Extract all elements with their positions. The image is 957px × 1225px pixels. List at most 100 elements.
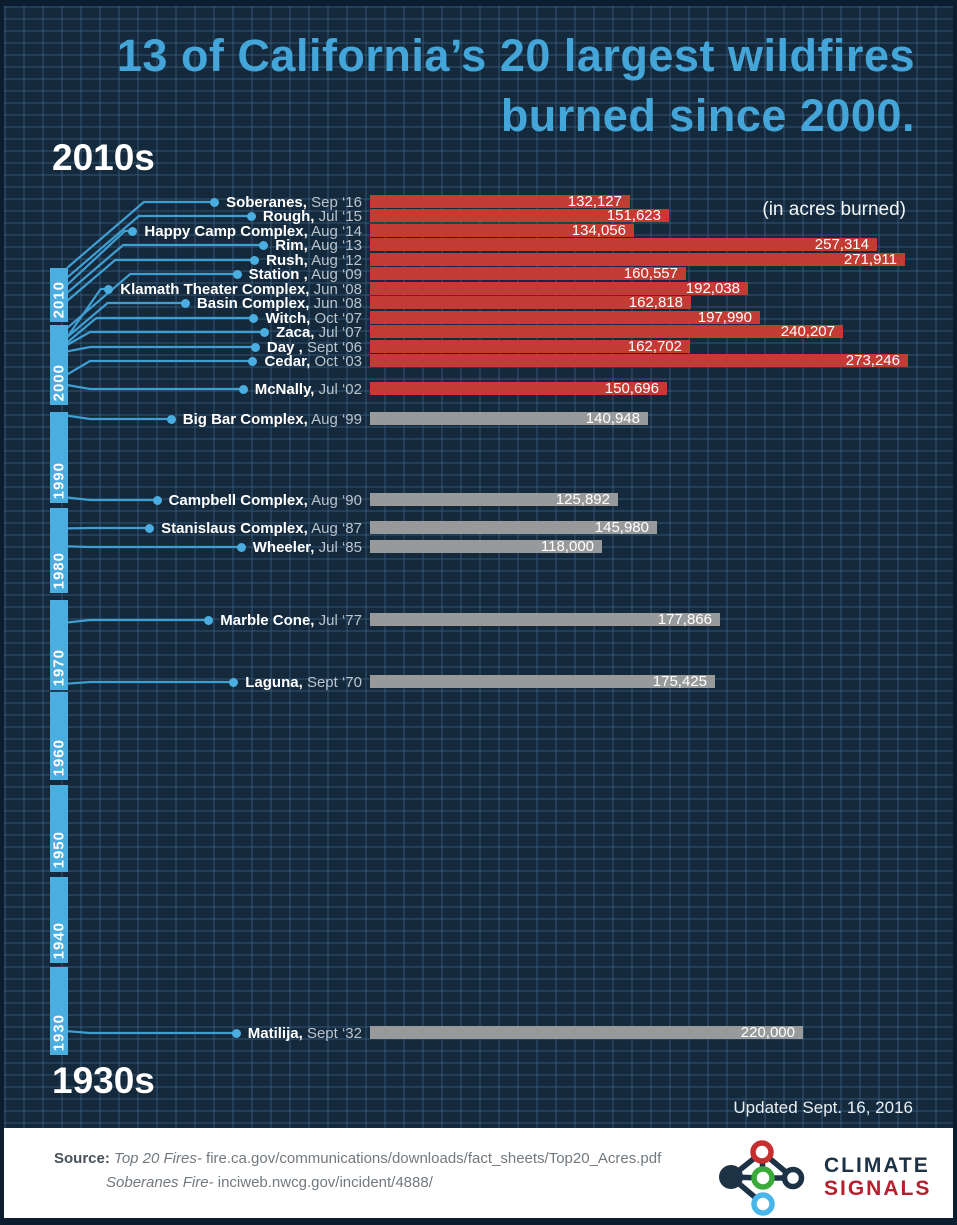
fire-label: Stanislaus Complex, Aug ‘87 <box>145 517 362 539</box>
source-url-2: inciweb.nwcg.gov/incident/4888/ <box>217 1174 433 1191</box>
fire-label: Campbell Complex, Aug ‘90 <box>152 489 362 511</box>
timeline-decade-1930: 1930 <box>50 967 68 1055</box>
fire-label: Rough, Jul ‘15 <box>246 205 362 227</box>
fire-acres-value: 240,207 <box>780 323 835 340</box>
fire-bar-older: 175,425 <box>370 674 715 689</box>
footer: Source: Top 20 Fires- fire.ca.gov/commun… <box>4 1128 953 1218</box>
fire-name: Wheeler, <box>252 538 315 556</box>
fire-bar-recent: 197,990 <box>370 309 760 326</box>
timeline-dot-icon <box>260 327 270 337</box>
fire-date: Sept ‘06 <box>302 338 362 356</box>
fire-name: Laguna, <box>245 673 303 691</box>
source-doc-2: Soberanes Fire- <box>106 1174 214 1191</box>
fire-acres-value: 134,056 <box>571 222 626 239</box>
wordmark-climate: CLIMATE <box>824 1154 930 1177</box>
timeline-decade-1970: 1970 <box>50 600 68 690</box>
fire-name: Rush, <box>266 251 308 269</box>
fire-label: Laguna, Sept ‘70 <box>229 671 362 693</box>
fire-date: Jun ‘08 <box>309 280 362 298</box>
timeline-dot-icon <box>104 284 114 294</box>
timeline-dot-icon <box>246 211 256 221</box>
fire-date: Sep ‘16 <box>306 193 362 211</box>
era-label-bottom: 1930s <box>52 1060 155 1101</box>
fire-acres-value: 177,866 <box>657 611 712 628</box>
logo-node-red <box>750 1140 774 1164</box>
fire-name: Matilija, <box>247 1024 303 1042</box>
fire-bar-recent: 134,056 <box>370 222 634 239</box>
fire-date: Aug ‘90 <box>307 491 362 509</box>
wordmark-signals: SIGNALS <box>824 1177 932 1200</box>
timeline-dot-icon <box>180 298 190 308</box>
fire-bar-recent: 271,911 <box>370 251 905 268</box>
fire-bar-recent: 151,623 <box>370 207 669 224</box>
fire-acres-value: 257,314 <box>814 236 869 253</box>
fire-name: Day , <box>266 338 303 356</box>
fire-name: Campbell Complex, <box>168 491 308 509</box>
fire-acres-value: 118,000 <box>540 538 594 555</box>
timeline-dot-icon <box>249 313 259 323</box>
source-label: Source: <box>54 1150 110 1167</box>
fire-label: Rim, Aug ‘13 <box>259 234 362 256</box>
fire-date: Oct ‘03 <box>310 352 362 370</box>
fire-bar-recent: 132,127 <box>370 193 630 210</box>
fire-date: Aug ‘12 <box>307 251 362 269</box>
decade-label: 1930 <box>50 1013 68 1051</box>
timeline-dot-icon <box>248 356 258 366</box>
timeline-decade-1940: 1940 <box>50 877 68 963</box>
logo-wordmark: CLIMATE SIGNALS <box>824 1154 931 1200</box>
decade-label: 1950 <box>50 830 68 868</box>
fire-name: Big Bar Complex, <box>182 410 308 428</box>
timeline-dot-icon <box>128 226 138 236</box>
fire-acres-value: 151,623 <box>606 207 661 224</box>
fire-date: Jul ‘77 <box>314 611 362 629</box>
fire-acres-value: 197,990 <box>697 309 752 326</box>
source-block: Source: Top 20 Fires- fire.ca.gov/commun… <box>54 1147 661 1195</box>
fire-bar-older: 145,980 <box>370 519 657 536</box>
timeline-dot-icon <box>238 384 248 394</box>
fire-bar-recent: 162,702 <box>370 338 690 355</box>
title-line2: burned since 2000. <box>500 90 915 141</box>
fire-acres-value: 162,702 <box>627 338 682 355</box>
fire-bar-older: 177,866 <box>370 611 720 628</box>
timeline-dot-icon <box>250 342 260 352</box>
fire-acres-value: 145,980 <box>594 519 649 536</box>
fire-name: Zaca, <box>276 323 315 341</box>
logo-node-hub <box>719 1165 743 1189</box>
units-note: (in acres burned) <box>762 199 906 220</box>
fire-acres-value: 192,038 <box>685 280 740 297</box>
fire-bar-recent: 192,038 <box>370 280 748 297</box>
fire-name: Stanislaus Complex, <box>161 519 308 537</box>
source-line-2: Soberanes Fire- inciweb.nwcg.gov/inciden… <box>54 1171 661 1195</box>
fire-label: Matilija, Sept ‘32 <box>231 1022 362 1044</box>
fire-bar-recent: 150,696 <box>370 381 667 396</box>
fire-acres-value: 160,557 <box>623 265 678 282</box>
fire-bar-recent: 257,314 <box>370 236 877 253</box>
fire-acres-value: 125,892 <box>555 491 610 508</box>
timeline-decade-2000: 2000 <box>50 325 68 405</box>
decade-label: 2000 <box>50 363 68 401</box>
fire-date: Aug ‘14 <box>307 222 362 240</box>
decade-label: 2010 <box>50 280 68 318</box>
fire-date: Jul ‘07 <box>314 323 362 341</box>
fire-label: Zaca, Jul ‘07 <box>260 321 362 343</box>
updated-date: Updated Sept. 16, 2016 <box>733 1098 913 1117</box>
decade-label: 1980 <box>50 551 68 589</box>
fire-acres-value: 132,127 <box>567 193 622 210</box>
source-line-1: Source: Top 20 Fires- fire.ca.gov/commun… <box>54 1147 661 1171</box>
fire-label: Witch, Oct ‘07 <box>249 307 362 329</box>
fire-label: Wheeler, Jul ‘85 <box>236 536 362 558</box>
fire-date: Aug ‘09 <box>307 265 362 283</box>
fire-date: Oct ‘07 <box>310 309 362 327</box>
timeline-decade-2010: 2010 <box>50 268 68 322</box>
fire-bar-older: 125,892 <box>370 491 618 508</box>
fire-name: Rough, <box>262 207 315 225</box>
timeline-dot-icon <box>229 677 239 687</box>
fire-label: Marble Cone, Jul ‘77 <box>204 609 362 631</box>
fire-acres-value: 140,948 <box>585 410 640 427</box>
fire-date: Jul ‘15 <box>314 207 362 225</box>
timeline-decade-1960: 1960 <box>50 692 68 780</box>
fire-bar-older: 140,948 <box>370 410 648 427</box>
timeline-dot-icon <box>166 414 176 424</box>
fire-acres-value: 271,911 <box>843 251 897 268</box>
